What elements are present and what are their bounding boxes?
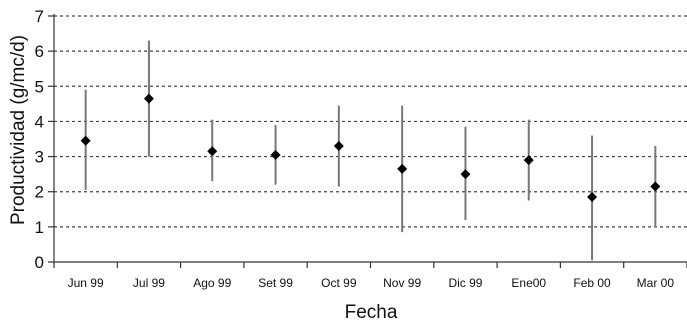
y-tick-label: 6	[35, 42, 44, 61]
data-point	[207, 146, 218, 157]
x-tick-label: Mar 00	[637, 276, 675, 290]
x-tick-label: Feb 00	[573, 276, 611, 290]
x-tick-label: Set 99	[258, 276, 293, 290]
data-points	[80, 93, 661, 202]
y-tick-label: 2	[35, 183, 44, 202]
x-axis-title: Fecha	[345, 302, 398, 323]
y-tick-label: 4	[35, 112, 44, 131]
x-tick-label: Jun 99	[68, 276, 104, 290]
x-tick-label: Nov 99	[383, 276, 421, 290]
data-point	[587, 191, 598, 202]
data-point	[143, 93, 154, 104]
data-point	[523, 155, 534, 166]
data-point	[397, 163, 408, 174]
x-tick-label: Oct 99	[321, 276, 357, 290]
x-tick-label: Ene00	[511, 276, 546, 290]
y-tick-label: 1	[35, 218, 44, 237]
y-tick-label: 5	[35, 77, 44, 96]
y-tick-label: 0	[35, 253, 44, 272]
data-point	[333, 141, 344, 152]
x-tick-label: Jul 99	[133, 276, 165, 290]
x-tick-labels: Jun 99 Jul 99 Ago 99 Set 99 Oct 99 Nov 99 Dic …	[68, 276, 675, 290]
x-tick-label: Ago 99	[193, 276, 231, 290]
data-point	[460, 169, 471, 180]
y-axis-title: Productividad (g/mc/d)	[8, 35, 29, 225]
data-point	[80, 135, 91, 146]
data-point	[270, 149, 281, 160]
y-tick-label: 7	[35, 7, 44, 26]
y-tick-label: 3	[35, 148, 44, 167]
data-point	[650, 181, 661, 192]
y-tick-labels: 0 1 2 3 4 5 6 7	[35, 7, 44, 272]
axes	[48, 14, 687, 268]
error-bars	[84, 40, 657, 261]
x-tick-label: Dic 99	[448, 276, 482, 290]
